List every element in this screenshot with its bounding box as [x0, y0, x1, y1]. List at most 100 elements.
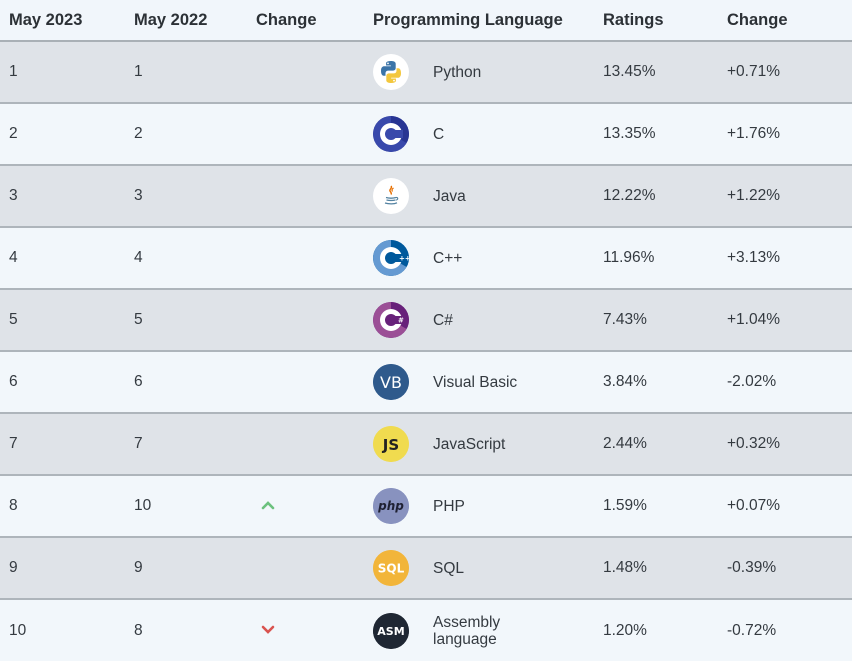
trend-cell	[248, 475, 373, 538]
javascript-logo-icon: JS	[373, 426, 409, 462]
cpp-logo-icon: ++	[373, 240, 409, 276]
previous-rank-cell: 6	[124, 351, 248, 414]
header-ratings-change[interactable]: Change	[719, 0, 852, 42]
language-name: C	[433, 125, 445, 143]
php-logo-icon: php	[373, 488, 409, 524]
language-cell: C	[373, 103, 595, 166]
table-row: 6 6 VB Visual Basic 3.84% -2.02%	[0, 351, 852, 414]
trend-down-icon	[256, 622, 280, 640]
table-row: 8 10 php PHP 1.59% +	[0, 475, 852, 538]
language-cell: JS JavaScript	[373, 413, 595, 476]
ratings-change-cell: -0.39%	[719, 537, 852, 600]
trend-cell	[248, 227, 373, 290]
trend-up-icon	[256, 497, 280, 515]
previous-rank-cell: 1	[124, 41, 248, 104]
trend-cell	[248, 41, 373, 104]
c-logo-icon	[373, 116, 409, 152]
ratings-cell: 2.44%	[595, 413, 719, 476]
ratings-change-cell: +0.71%	[719, 41, 852, 104]
ratings-cell: 11.96%	[595, 227, 719, 290]
table-row: 4 4 ++ C++	[0, 227, 852, 290]
ratings-cell: 13.45%	[595, 41, 719, 104]
trend-cell	[248, 351, 373, 414]
trend-cell	[248, 537, 373, 600]
table-row: 5 5 # C#	[0, 289, 852, 352]
language-cell: ASM Assembly language	[373, 599, 595, 661]
ratings-change-cell: +1.22%	[719, 165, 852, 228]
js-logo-text: JS	[382, 436, 399, 454]
php-logo-text: php	[377, 499, 404, 513]
table-row: 2 2 C 13.35%	[0, 103, 852, 166]
header-ratings[interactable]: Ratings	[595, 0, 719, 42]
language-name: Java	[433, 187, 466, 205]
previous-rank-cell: 3	[124, 165, 248, 228]
current-rank-cell: 2	[0, 103, 124, 166]
table-row: 7 7 JS JavaScript 2.44% +0.32%	[0, 413, 852, 476]
current-rank-cell: 10	[0, 599, 124, 661]
ratings-change-cell: -2.02%	[719, 351, 852, 414]
language-cell: Python	[373, 41, 595, 104]
ratings-change-cell: -0.72%	[719, 599, 852, 661]
ratings-change-cell: +1.04%	[719, 289, 852, 352]
header-trend[interactable]: Change	[248, 0, 373, 42]
ratings-cell: 7.43%	[595, 289, 719, 352]
ratings-cell: 1.59%	[595, 475, 719, 538]
language-name: JavaScript	[433, 435, 506, 453]
table-row: 9 9 SQL SQL 1.48% -0.39%	[0, 537, 852, 600]
svg-text:#: #	[398, 317, 404, 325]
python-logo-icon	[373, 54, 409, 90]
language-name: Assembly language	[433, 613, 501, 648]
ratings-cell: 1.48%	[595, 537, 719, 600]
current-rank-cell: 7	[0, 413, 124, 476]
header-current-rank[interactable]: May 2023	[0, 0, 124, 42]
previous-rank-cell: 4	[124, 227, 248, 290]
table-row: 1 1 Python 13.45% +0.71%	[0, 41, 852, 104]
ratings-cell: 3.84%	[595, 351, 719, 414]
language-name: C#	[433, 311, 453, 329]
sql-logo-icon: SQL	[373, 550, 409, 586]
assembly-logo-icon: ASM	[373, 612, 409, 649]
previous-rank-cell: 10	[124, 475, 248, 538]
language-name: Python	[433, 63, 482, 81]
current-rank-cell: 6	[0, 351, 124, 414]
ratings-change-cell: +0.32%	[719, 413, 852, 476]
trend-cell	[248, 599, 373, 661]
previous-rank-cell: 9	[124, 537, 248, 600]
header-language[interactable]: Programming Language	[373, 0, 595, 42]
ratings-change-cell: +0.07%	[719, 475, 852, 538]
table-row: 10 8 ASM Assembly language	[0, 599, 852, 661]
language-cell: # C#	[373, 289, 595, 352]
current-rank-cell: 3	[0, 165, 124, 228]
language-cell: SQL SQL	[373, 537, 595, 600]
ratings-cell: 1.20%	[595, 599, 719, 661]
current-rank-cell: 5	[0, 289, 124, 352]
asm-logo-text: ASM	[377, 625, 404, 638]
current-rank-cell: 1	[0, 41, 124, 104]
trend-cell	[248, 413, 373, 476]
language-name: SQL	[433, 559, 465, 577]
trend-cell	[248, 289, 373, 352]
language-cell: Java	[373, 165, 595, 228]
ratings-cell: 12.22%	[595, 165, 719, 228]
language-cell: php PHP	[373, 475, 595, 538]
sql-logo-text: SQL	[378, 562, 405, 576]
visual-basic-logo-icon: VB	[373, 364, 409, 400]
ratings-change-cell: +1.76%	[719, 103, 852, 166]
language-cell: ++ C++	[373, 227, 595, 290]
current-rank-cell: 8	[0, 475, 124, 538]
svg-text:++: ++	[399, 255, 409, 263]
language-cell: VB Visual Basic	[373, 351, 595, 414]
header-previous-rank[interactable]: May 2022	[124, 0, 248, 42]
language-name: C++	[433, 249, 463, 267]
previous-rank-cell: 2	[124, 103, 248, 166]
trend-cell	[248, 103, 373, 166]
java-logo-icon	[373, 178, 409, 214]
table-header-row: May 2023 May 2022 Change Programming Lan…	[0, 0, 852, 42]
previous-rank-cell: 5	[124, 289, 248, 352]
language-name: PHP	[433, 497, 465, 515]
previous-rank-cell: 7	[124, 413, 248, 476]
current-rank-cell: 9	[0, 537, 124, 600]
ratings-change-cell: +3.13%	[719, 227, 852, 290]
previous-rank-cell: 8	[124, 599, 248, 661]
